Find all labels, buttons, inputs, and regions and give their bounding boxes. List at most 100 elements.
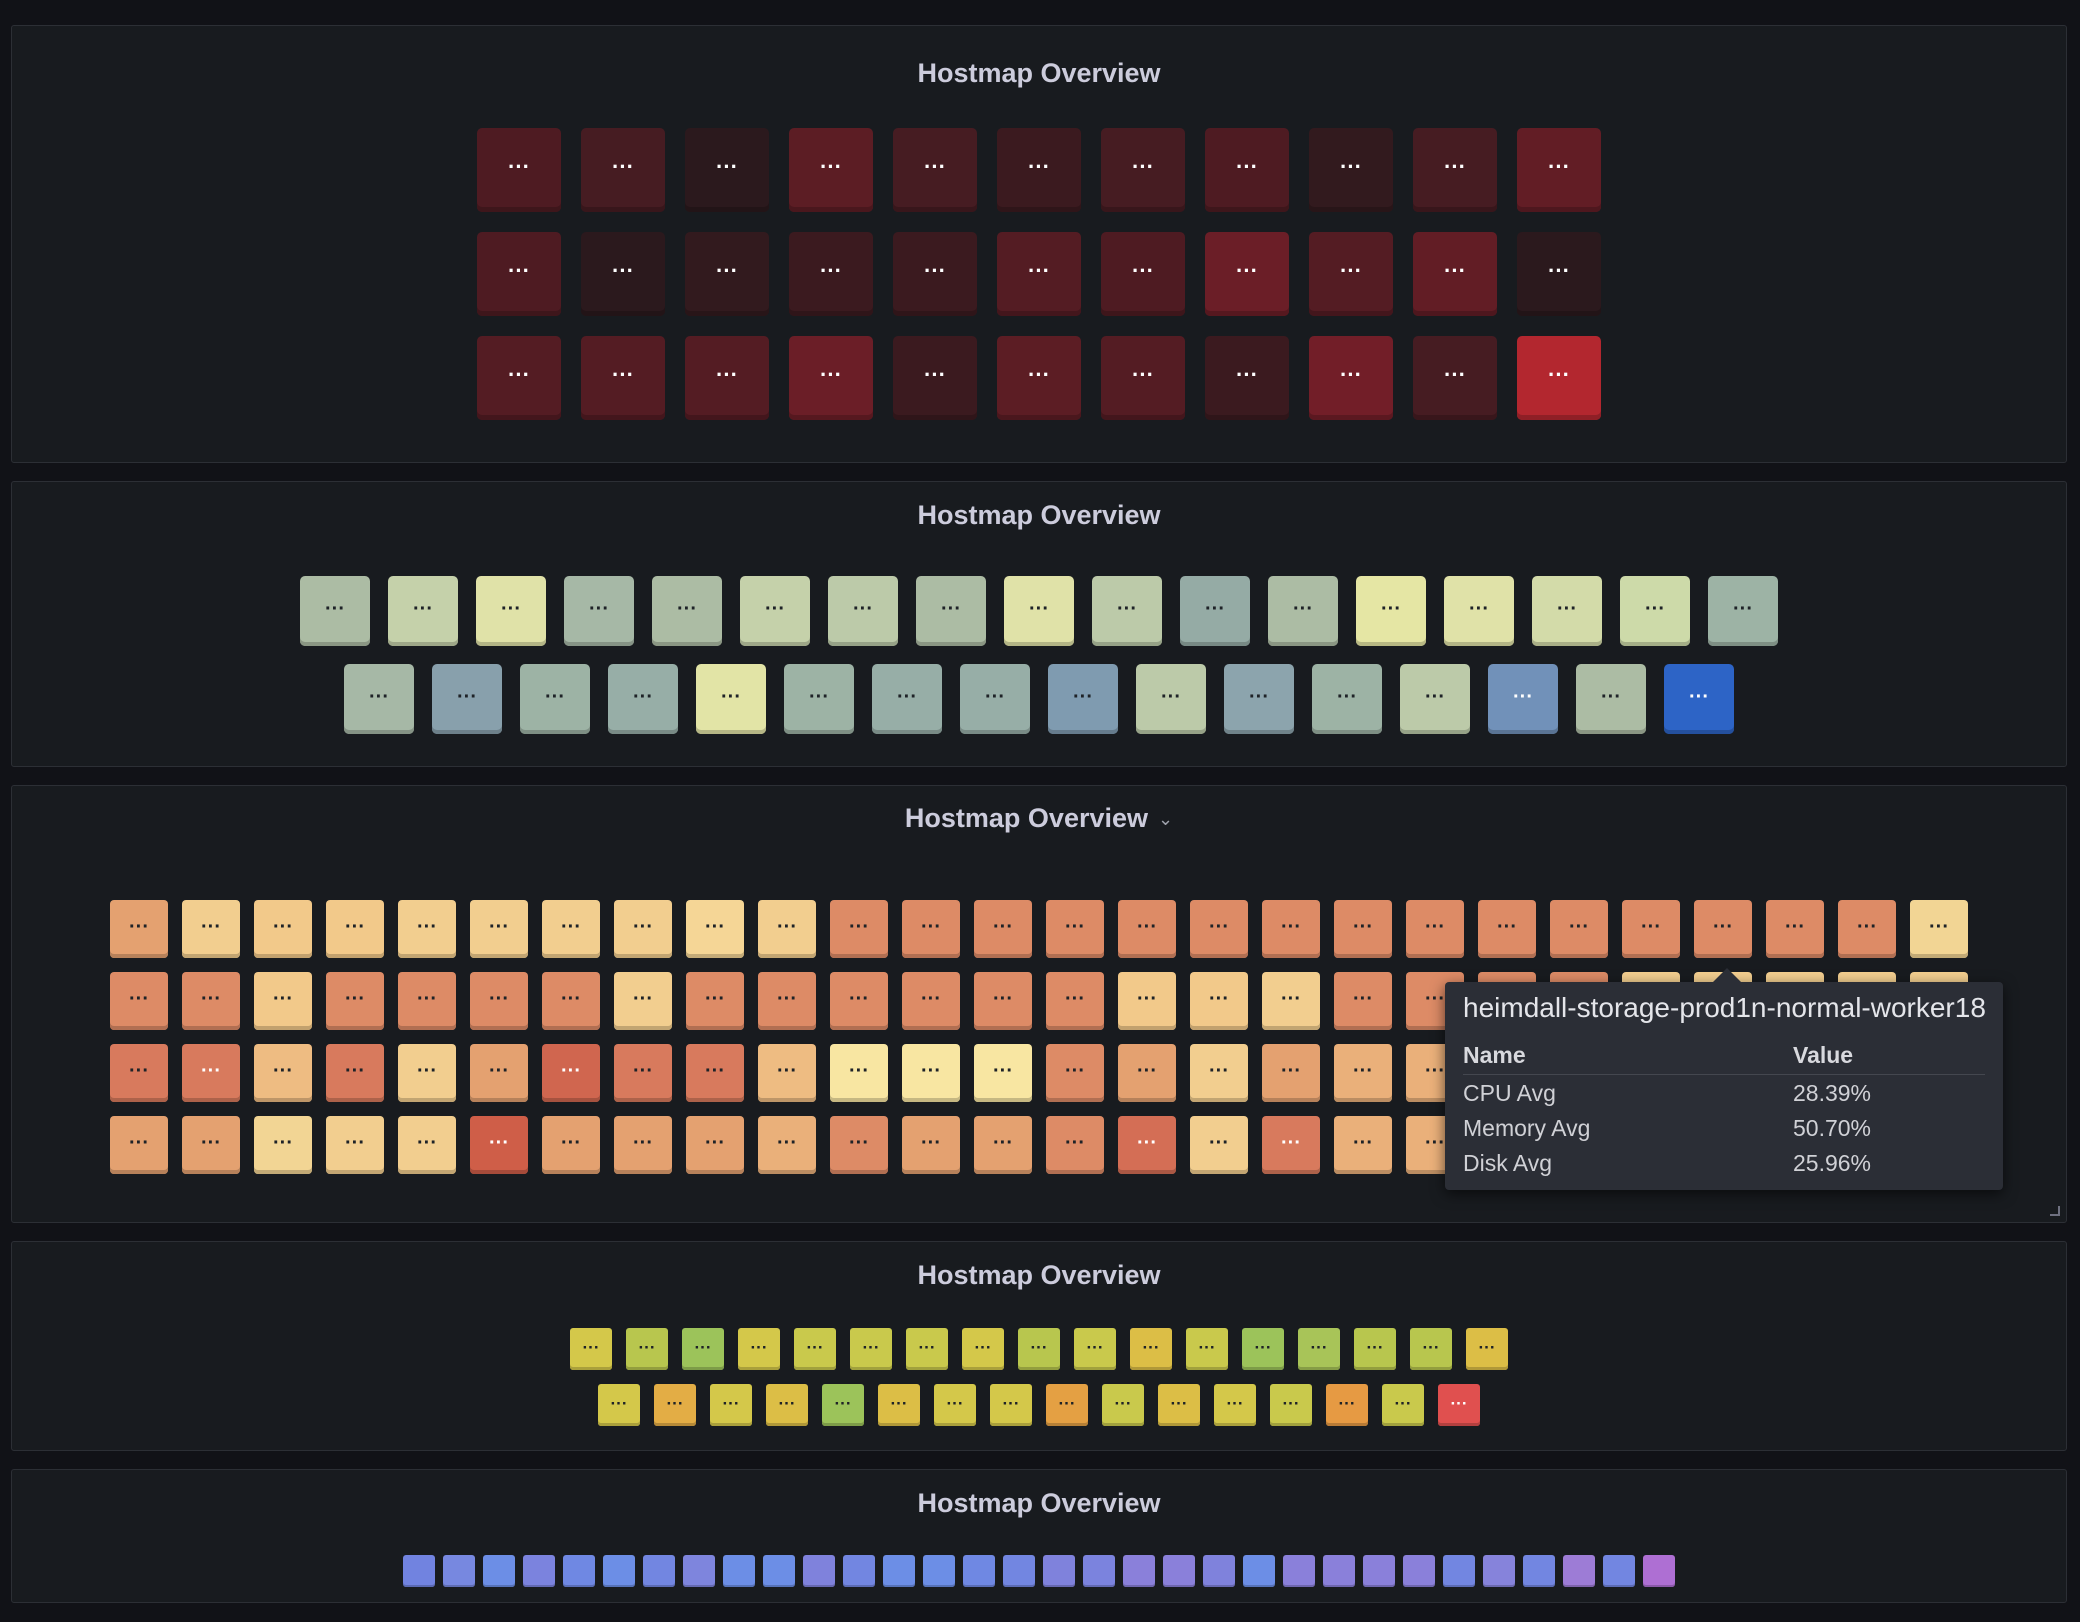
host-cell[interactable]: ··· (182, 1044, 240, 1102)
host-cell[interactable] (803, 1555, 835, 1587)
host-cell[interactable]: ··· (1214, 1384, 1256, 1426)
panel-title[interactable]: Hostmap Overview (917, 1260, 1161, 1290)
panel-title[interactable]: Hostmap Overview (917, 500, 1161, 530)
host-cell[interactable] (443, 1555, 475, 1587)
host-cell[interactable]: ··· (1406, 900, 1464, 958)
host-cell[interactable]: ··· (960, 664, 1030, 734)
host-cell[interactable]: ··· (1046, 972, 1104, 1030)
host-cell[interactable]: ··· (934, 1384, 976, 1426)
host-cell[interactable]: ··· (326, 972, 384, 1030)
host-cell[interactable]: ··· (758, 1044, 816, 1102)
host-cell[interactable]: ··· (830, 900, 888, 958)
host-cell[interactable]: ··· (626, 1328, 668, 1370)
host-cell[interactable]: ··· (1118, 900, 1176, 958)
host-cell[interactable]: ··· (470, 900, 528, 958)
host-cell[interactable]: ··· (1205, 336, 1289, 420)
host-cell[interactable]: ··· (974, 972, 1032, 1030)
host-cell[interactable]: ··· (1309, 336, 1393, 420)
host-cell[interactable] (723, 1555, 755, 1587)
host-cell[interactable] (1003, 1555, 1035, 1587)
host-cell[interactable] (1203, 1555, 1235, 1587)
host-cell[interactable]: ··· (1410, 1328, 1452, 1370)
host-cell[interactable]: ··· (974, 900, 1032, 958)
host-cell[interactable]: ··· (916, 576, 986, 646)
host-cell[interactable]: ··· (1910, 900, 1968, 958)
host-cell[interactable] (1483, 1555, 1515, 1587)
host-cell[interactable]: ··· (1074, 1328, 1116, 1370)
host-cell[interactable] (603, 1555, 635, 1587)
host-cell[interactable]: ··· (614, 900, 672, 958)
panel-title[interactable]: Hostmap Overview (917, 58, 1161, 88)
host-cell[interactable]: ··· (1046, 1384, 1088, 1426)
host-cell[interactable]: ··· (1517, 336, 1601, 420)
host-cell[interactable]: ··· (1101, 232, 1185, 316)
host-cell[interactable]: ··· (608, 664, 678, 734)
host-cell[interactable]: ··· (598, 1384, 640, 1426)
host-cell[interactable] (1323, 1555, 1355, 1587)
host-cell[interactable]: ··· (696, 664, 766, 734)
host-cell[interactable]: ··· (758, 900, 816, 958)
host-cell[interactable]: ··· (1262, 1116, 1320, 1174)
host-cell[interactable]: ··· (1413, 336, 1497, 420)
host-cell[interactable]: ··· (828, 576, 898, 646)
host-cell[interactable]: ··· (1046, 1116, 1104, 1174)
host-cell[interactable]: ··· (1309, 232, 1393, 316)
host-cell[interactable]: ··· (1532, 576, 1602, 646)
host-cell[interactable]: ··· (962, 1328, 1004, 1370)
host-cell[interactable]: ··· (1444, 576, 1514, 646)
host-cell[interactable]: ··· (398, 972, 456, 1030)
host-cell[interactable]: ··· (1838, 900, 1896, 958)
host-cell[interactable] (1243, 1555, 1275, 1587)
host-cell[interactable]: ··· (1101, 128, 1185, 212)
host-cell[interactable]: ··· (476, 576, 546, 646)
host-cell[interactable]: ··· (520, 664, 590, 734)
host-cell[interactable]: ··· (182, 1116, 240, 1174)
host-cell[interactable]: ··· (254, 1044, 312, 1102)
host-cell[interactable]: ··· (1356, 576, 1426, 646)
host-cell[interactable]: ··· (1382, 1384, 1424, 1426)
host-cell[interactable]: ··· (685, 232, 769, 316)
host-cell[interactable]: ··· (822, 1384, 864, 1426)
host-cell[interactable]: ··· (1102, 1384, 1144, 1426)
host-cell[interactable]: ··· (254, 972, 312, 1030)
host-cell[interactable] (1603, 1555, 1635, 1587)
host-cell[interactable]: ··· (581, 128, 665, 212)
host-cell[interactable]: ··· (893, 128, 977, 212)
host-cell[interactable]: ··· (758, 972, 816, 1030)
host-cell[interactable]: ··· (902, 900, 960, 958)
host-cell[interactable]: ··· (1334, 1044, 1392, 1102)
host-cell[interactable]: ··· (997, 128, 1081, 212)
host-cell[interactable]: ··· (1309, 128, 1393, 212)
host-cell[interactable]: ··· (789, 336, 873, 420)
host-cell[interactable]: ··· (685, 128, 769, 212)
host-cell[interactable]: ··· (686, 1116, 744, 1174)
host-cell[interactable]: ··· (872, 664, 942, 734)
host-cell[interactable]: ··· (1118, 1116, 1176, 1174)
host-cell[interactable]: ··· (906, 1328, 948, 1370)
host-cell[interactable]: ··· (1488, 664, 1558, 734)
host-cell[interactable]: ··· (1312, 664, 1382, 734)
host-cell[interactable]: ··· (1517, 128, 1601, 212)
host-cell[interactable]: ··· (766, 1384, 808, 1426)
host-cell[interactable]: ··· (542, 972, 600, 1030)
host-cell[interactable]: ··· (1270, 1384, 1312, 1426)
host-cell[interactable] (483, 1555, 515, 1587)
host-cell[interactable]: ··· (1326, 1384, 1368, 1426)
host-cell[interactable]: ··· (1190, 1044, 1248, 1102)
host-cell[interactable]: ··· (1101, 336, 1185, 420)
host-cell[interactable]: ··· (1766, 900, 1824, 958)
host-cell[interactable]: ··· (997, 336, 1081, 420)
host-cell[interactable] (923, 1555, 955, 1587)
host-cell[interactable]: ··· (326, 900, 384, 958)
host-cell[interactable]: ··· (398, 1116, 456, 1174)
host-cell[interactable]: ··· (1354, 1328, 1396, 1370)
host-cell[interactable] (523, 1555, 555, 1587)
host-cell[interactable]: ··· (784, 664, 854, 734)
host-cell[interactable]: ··· (432, 664, 502, 734)
host-cell[interactable]: ··· (1118, 972, 1176, 1030)
host-cell[interactable]: ··· (614, 1116, 672, 1174)
host-cell[interactable]: ··· (974, 1044, 1032, 1102)
host-cell[interactable]: ··· (1466, 1328, 1508, 1370)
host-cell[interactable]: ··· (686, 1044, 744, 1102)
host-cell[interactable]: ··· (254, 1116, 312, 1174)
